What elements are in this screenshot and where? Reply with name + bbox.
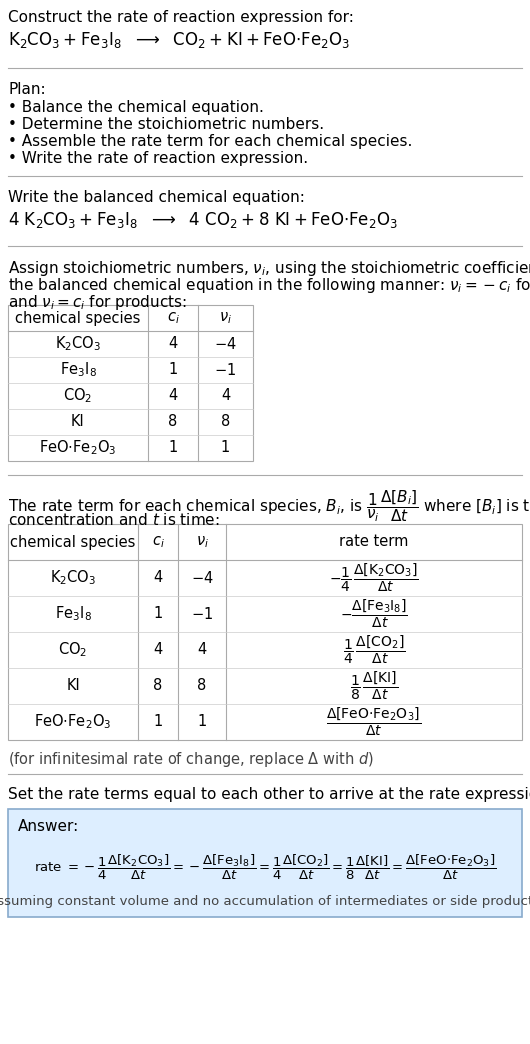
Text: Construct the rate of reaction expression for:: Construct the rate of reaction expressio… [8, 10, 354, 25]
Text: • Assemble the rate term for each chemical species.: • Assemble the rate term for each chemic… [8, 134, 412, 149]
Text: • Determine the stoichiometric numbers.: • Determine the stoichiometric numbers. [8, 117, 324, 132]
Text: $\mathrm{CO_2}$: $\mathrm{CO_2}$ [58, 641, 87, 660]
Text: $\mathrm{Fe_3I_8}$: $\mathrm{Fe_3I_8}$ [59, 360, 96, 379]
Text: $-4$: $-4$ [214, 336, 237, 352]
Bar [8, 524, 522, 740]
Text: and $\nu_i = c_i$ for products:: and $\nu_i = c_i$ for products: [8, 293, 187, 312]
Text: rate $= -\dfrac{1}{4}\dfrac{\Delta[\mathrm{K_2CO_3}]}{\Delta t} = -\dfrac{\Delta: rate $= -\dfrac{1}{4}\dfrac{\Delta[\math… [34, 852, 496, 881]
Bar [8, 305, 253, 461]
Text: The rate term for each chemical species, $B_i$, is $\dfrac{1}{\nu_i}\dfrac{\Delt: The rate term for each chemical species,… [8, 488, 530, 524]
Text: $c_i$: $c_i$ [152, 535, 164, 550]
Text: rate term: rate term [339, 535, 409, 549]
Text: 4: 4 [153, 570, 163, 586]
Text: $-1$: $-1$ [215, 362, 236, 378]
Text: 1: 1 [197, 714, 207, 730]
Bar [8, 809, 522, 917]
Text: 4: 4 [197, 642, 207, 658]
Text: $-1$: $-1$ [191, 606, 213, 622]
Text: $\nu_i$: $\nu_i$ [219, 310, 232, 326]
Text: $\mathrm{Fe_3I_8}$: $\mathrm{Fe_3I_8}$ [55, 604, 91, 623]
Text: chemical species: chemical species [10, 535, 136, 549]
Text: $\mathrm{K_2CO_3}$: $\mathrm{K_2CO_3}$ [55, 335, 101, 353]
Text: 8: 8 [221, 414, 230, 429]
Text: $\dfrac{1}{4}\,\dfrac{\Delta[\mathrm{CO_2}]}{\Delta t}$: $\dfrac{1}{4}\,\dfrac{\Delta[\mathrm{CO_… [343, 634, 405, 666]
Text: 1: 1 [169, 362, 178, 378]
Text: • Balance the chemical equation.: • Balance the chemical equation. [8, 100, 264, 115]
Text: $\mathrm{4\ K_2CO_3 + Fe_3I_8\ \ \longrightarrow\ \ 4\ CO_2 + 8\ KI + FeO{\cdot}: $\mathrm{4\ K_2CO_3 + Fe_3I_8\ \ \longri… [8, 210, 398, 230]
Text: • Write the rate of reaction expression.: • Write the rate of reaction expression. [8, 151, 308, 166]
Text: 4: 4 [169, 388, 178, 403]
Text: $\nu_i$: $\nu_i$ [196, 535, 208, 550]
Text: 4: 4 [169, 336, 178, 352]
Text: Assign stoichiometric numbers, $\nu_i$, using the stoichiometric coefficients, $: Assign stoichiometric numbers, $\nu_i$, … [8, 259, 530, 278]
Text: $\dfrac{1}{8}\,\dfrac{\Delta[\mathrm{KI}]}{\Delta t}$: $\dfrac{1}{8}\,\dfrac{\Delta[\mathrm{KI}… [350, 670, 398, 703]
Text: KI: KI [71, 414, 85, 429]
Text: $\mathrm{FeO{\cdot}Fe_2O_3}$: $\mathrm{FeO{\cdot}Fe_2O_3}$ [34, 713, 112, 732]
Text: (for infinitesimal rate of change, replace $\Delta$ with $d$): (for infinitesimal rate of change, repla… [8, 750, 374, 769]
Text: Write the balanced chemical equation:: Write the balanced chemical equation: [8, 190, 305, 205]
Text: 8: 8 [153, 679, 163, 693]
Text: 4: 4 [153, 642, 163, 658]
Text: $\mathrm{K_2CO_3 + Fe_3I_8\ \ \longrightarrow\ \ CO_2 + KI + FeO{\cdot}Fe_2O_3}$: $\mathrm{K_2CO_3 + Fe_3I_8\ \ \longright… [8, 30, 350, 50]
Text: Set the rate terms equal to each other to arrive at the rate expression:: Set the rate terms equal to each other t… [8, 787, 530, 802]
Text: $\mathrm{CO_2}$: $\mathrm{CO_2}$ [64, 386, 93, 405]
Text: KI: KI [66, 679, 80, 693]
Text: 1: 1 [153, 714, 163, 730]
Text: 1: 1 [169, 441, 178, 455]
Text: $-4$: $-4$ [191, 570, 214, 586]
Text: 8: 8 [197, 679, 207, 693]
Text: 4: 4 [221, 388, 230, 403]
Text: 8: 8 [169, 414, 178, 429]
Text: 1: 1 [153, 607, 163, 621]
Text: $\mathrm{FeO{\cdot}Fe_2O_3}$: $\mathrm{FeO{\cdot}Fe_2O_3}$ [39, 438, 117, 457]
Text: concentration and $t$ is time:: concentration and $t$ is time: [8, 512, 220, 528]
Text: $\mathrm{K_2CO_3}$: $\mathrm{K_2CO_3}$ [50, 569, 96, 588]
Text: Answer:: Answer: [18, 818, 80, 834]
Text: 1: 1 [221, 441, 230, 455]
Text: chemical species: chemical species [15, 310, 140, 326]
Text: $\dfrac{\Delta[\mathrm{FeO{\cdot}Fe_2O_3}]}{\Delta t}$: $\dfrac{\Delta[\mathrm{FeO{\cdot}Fe_2O_3… [326, 706, 421, 738]
Text: the balanced chemical equation in the following manner: $\nu_i = -c_i$ for react: the balanced chemical equation in the fo… [8, 276, 530, 295]
Text: $-\dfrac{\Delta[\mathrm{Fe_3I_8}]}{\Delta t}$: $-\dfrac{\Delta[\mathrm{Fe_3I_8}]}{\Delt… [340, 598, 408, 631]
Text: $-\dfrac{1}{4}\,\dfrac{\Delta[\mathrm{K_2CO_3}]}{\Delta t}$: $-\dfrac{1}{4}\,\dfrac{\Delta[\mathrm{K_… [329, 562, 419, 594]
Text: (assuming constant volume and no accumulation of intermediates or side products): (assuming constant volume and no accumul… [0, 896, 530, 908]
Text: Plan:: Plan: [8, 82, 46, 97]
Text: $c_i$: $c_i$ [166, 310, 180, 326]
